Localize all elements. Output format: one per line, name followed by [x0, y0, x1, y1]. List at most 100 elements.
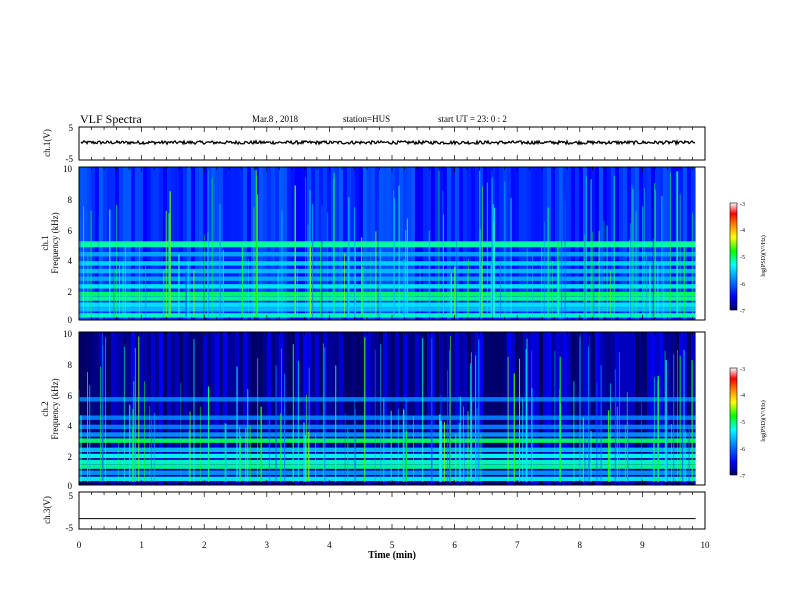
spectrogram-cell [319, 332, 324, 485]
start-time-label: start UT = 23: 0 : 2 [438, 114, 507, 124]
spectrogram-cell [135, 332, 140, 485]
spectrogram-band [79, 284, 696, 289]
spectrogram-cell [143, 332, 148, 485]
spectrogram-cell [471, 332, 476, 485]
spectrogram-cell [547, 332, 552, 485]
spectrogram-cell [299, 332, 304, 485]
spectrogram-band [79, 261, 696, 266]
spectrogram-cell [151, 332, 156, 485]
spectrogram-cell [631, 332, 636, 485]
ch1-ytick-bottom: -5 [66, 154, 74, 164]
spectrogram-cell [115, 332, 120, 485]
spectrogram-cell [407, 332, 412, 485]
spectrogram-cell [415, 332, 420, 485]
spectrogram-cell [495, 332, 500, 485]
spectrogram-cell [91, 332, 96, 485]
spectrogram-cell [123, 332, 128, 485]
ch1-ytick-8: 8 [68, 195, 73, 205]
ch1-colorbar-ticks: -3 -4 -5 -6 -7 [740, 202, 745, 315]
spectrogram-cell [535, 332, 540, 485]
x-tick-label-0: 0 [77, 540, 82, 550]
spectrogram-cell [563, 332, 568, 485]
spectrogram-cell [243, 332, 248, 485]
spectrogram-cell [187, 332, 192, 485]
ch1-cbar-tick-7: -7 [740, 309, 745, 315]
spectrogram-cell [355, 332, 360, 485]
spectrogram-cell [119, 332, 124, 485]
spectrogram-cell [511, 332, 516, 485]
spectrogram-cell [659, 332, 664, 485]
spectrogram-cell [203, 332, 208, 485]
spectrogram-band [79, 447, 696, 453]
spectrogram-cell [147, 332, 152, 485]
spectrogram-cell [635, 332, 640, 485]
spectrogram-no-data [695, 332, 705, 485]
spectrogram-cell [175, 332, 180, 485]
spectrogram-band [79, 268, 696, 274]
spectrogram-cell [95, 332, 100, 485]
spectrogram-cell [227, 332, 232, 485]
spectrogram-cell [571, 332, 576, 485]
ch1-waveform-trace [80, 138, 696, 147]
spectrogram-cell [555, 332, 560, 485]
ch1-ytick-0: 0 [68, 315, 73, 325]
x-tick-label-9: 9 [640, 540, 645, 550]
ch1-cbar-tick-4: -4 [740, 228, 745, 234]
spectrogram-cell [195, 332, 200, 485]
ch2-cbar-tick-3: -3 [740, 367, 745, 373]
spectrogram-band [79, 415, 696, 420]
x-tick-label-1: 1 [139, 540, 144, 550]
spectrogram-band [79, 464, 696, 469]
x-tick-label-3: 3 [265, 540, 270, 550]
spectrogram-cell [519, 332, 524, 485]
spectrogram-cell [583, 332, 588, 485]
spectrogram-cell [651, 332, 656, 485]
spectrogram-no-data [695, 167, 705, 320]
spectrogram-cell [99, 332, 104, 485]
ch1-ytick-top: 5 [69, 123, 74, 133]
spectrogram-cell [311, 332, 316, 485]
spectrogram-cell [155, 332, 160, 485]
spectrogram-cell [419, 332, 424, 485]
spectrogram-cell [399, 332, 404, 485]
spectrogram-cell [223, 332, 228, 485]
ch1-yticks: 0 2 4 6 8 10 [63, 164, 73, 325]
station-label: station=HUS [343, 114, 391, 124]
ch1-colorbar-label: log(PSD)(V²/Hz) [760, 235, 767, 276]
spectrogram-cell [623, 332, 628, 485]
spectrogram-cell [531, 332, 536, 485]
spectrogram-cell [163, 332, 168, 485]
ch3-ytick-bottom: -5 [66, 523, 74, 533]
ch2-cbar-tick-6: -6 [740, 447, 745, 453]
spectrogram-cell [667, 332, 672, 485]
spectrogram-cell [443, 332, 448, 485]
ch1-ylabel: ch.1(V) [42, 129, 52, 157]
spectrogram-band [79, 397, 696, 402]
spectrogram-cell [619, 332, 624, 485]
spectrogram-cell [383, 332, 388, 485]
ch1-waveform-panel: 5 -5 ch.1(V) [42, 123, 706, 164]
spectrogram-cell [351, 332, 356, 485]
spectrogram-cell [427, 332, 432, 485]
ch2-yticks: 0 2 4 6 8 10 [63, 329, 73, 491]
spectrogram-cell [627, 332, 632, 485]
spectrogram-band [79, 432, 696, 437]
ch1-ytick-2: 2 [68, 287, 73, 297]
spectrogram-cell [367, 332, 372, 485]
spectrogram-cell [611, 332, 616, 485]
spectrogram-cell [199, 332, 204, 485]
spectrogram-cell [507, 332, 512, 485]
spectrogram-cell [499, 332, 504, 485]
spectrogram-cell [527, 332, 532, 485]
spectrogram-cell [327, 332, 332, 485]
x-tick-label-2: 2 [202, 540, 207, 550]
spectrogram-band [79, 459, 696, 465]
spectrogram-cell [459, 332, 464, 485]
spectrogram-cell [315, 332, 320, 485]
spectrogram-band [79, 252, 696, 257]
spectrogram-cell [371, 332, 376, 485]
spectrogram-band [79, 438, 696, 443]
spectrogram-cell [79, 332, 84, 485]
spectrogram-cell [423, 332, 428, 485]
